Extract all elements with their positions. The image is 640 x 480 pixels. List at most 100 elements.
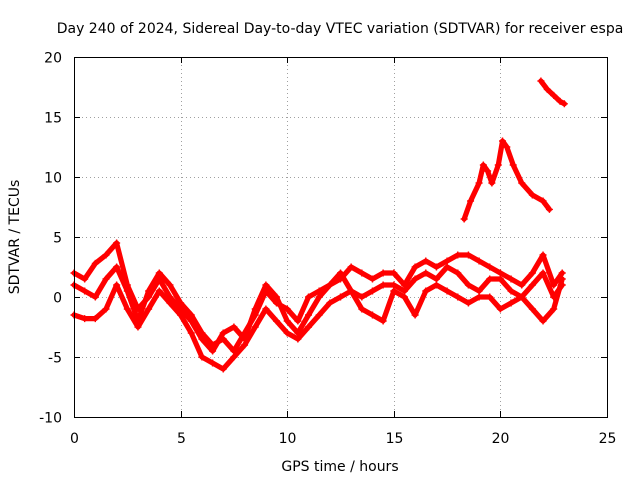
- data-point-marker: [454, 269, 462, 277]
- data-point-marker: [528, 191, 536, 199]
- data-point-marker: [454, 293, 462, 301]
- data-point-marker: [91, 315, 99, 323]
- data-point-marker: [241, 329, 249, 337]
- data-point-marker: [486, 263, 494, 271]
- data-point-marker: [251, 323, 259, 331]
- data-point-marker: [486, 293, 494, 301]
- data-point-marker: [507, 275, 515, 283]
- x-axis-label: GPS time / hours: [281, 459, 398, 475]
- data-point-marker: [230, 347, 238, 355]
- data-point-marker: [166, 299, 174, 307]
- data-point-marker: [241, 341, 249, 349]
- data-point-marker: [305, 311, 313, 319]
- y-axis-label: SDTVAR / TECUs: [7, 180, 23, 295]
- y-tick-label: 5: [53, 231, 62, 247]
- data-point-marker: [262, 305, 270, 313]
- data-point-marker: [209, 347, 217, 355]
- x-tick-label: 5: [177, 431, 186, 447]
- data-point-marker: [368, 287, 376, 295]
- data-point-marker: [262, 281, 270, 289]
- data-point-marker: [187, 311, 195, 319]
- data-point-marker: [177, 311, 185, 319]
- data-point-marker: [422, 257, 430, 265]
- data-point-marker: [177, 299, 185, 307]
- data-point-marker: [494, 161, 502, 169]
- data-point-marker: [496, 275, 504, 283]
- data-point-marker: [464, 299, 472, 307]
- data-point-marker: [379, 317, 387, 325]
- data-point-marker: [358, 305, 366, 313]
- data-point-marker: [123, 287, 131, 295]
- x-tick-label: 10: [279, 431, 297, 447]
- data-point-marker: [337, 293, 344, 301]
- data-point-marker: [518, 179, 526, 187]
- data-point-marker: [155, 287, 163, 295]
- data-point-marker: [273, 317, 281, 325]
- data-point-marker: [305, 293, 313, 301]
- data-point-marker: [518, 281, 526, 289]
- data-point-marker: [432, 275, 440, 283]
- data-point-marker: [464, 251, 472, 259]
- data-point-marker: [230, 353, 238, 361]
- data-point-marker: [550, 91, 558, 99]
- data-point-marker: [187, 329, 195, 337]
- series-arc-3: [70, 263, 566, 355]
- data-point-marker: [81, 287, 89, 295]
- data-point-marker: [315, 293, 323, 301]
- data-point-marker: [539, 269, 547, 277]
- data-point-marker: [528, 281, 536, 289]
- data-point-marker: [102, 275, 110, 283]
- data-point-marker: [294, 335, 302, 343]
- data-point-marker: [219, 335, 227, 343]
- data-point-marker: [550, 281, 558, 289]
- y-tick-label: -5: [48, 351, 62, 367]
- data-point-marker: [496, 269, 504, 277]
- data-point-marker: [475, 287, 483, 295]
- data-point-marker: [368, 275, 376, 283]
- data-point-marker: [528, 269, 536, 277]
- data-point-marker: [113, 263, 121, 271]
- data-point-marker: [368, 311, 376, 319]
- data-point-marker: [558, 269, 566, 277]
- data-point-marker: [315, 287, 323, 295]
- data-point-marker: [550, 305, 558, 313]
- data-point-marker: [273, 299, 281, 307]
- data-point-marker: [283, 317, 291, 325]
- data-point-marker: [411, 275, 419, 283]
- data-point-marker: [422, 269, 430, 277]
- data-point-marker: [230, 323, 238, 331]
- data-point-marker: [347, 263, 355, 271]
- data-point-marker: [464, 281, 472, 289]
- data-point-marker: [400, 293, 408, 301]
- data-point-marker: [460, 215, 468, 223]
- x-tick-label: 20: [492, 431, 510, 447]
- data-point-marker: [537, 77, 545, 85]
- data-point-marker: [134, 323, 142, 331]
- data-point-marker: [251, 311, 259, 319]
- data-point-marker: [443, 257, 451, 265]
- data-point-marker: [558, 281, 566, 289]
- data-point-marker: [219, 329, 227, 337]
- data-point-marker: [390, 287, 398, 295]
- data-point-marker: [134, 317, 142, 325]
- series-arc-4: [460, 137, 553, 223]
- data-point-marker: [166, 281, 174, 289]
- data-point-marker: [475, 179, 483, 187]
- data-point-marker: [145, 305, 153, 313]
- data-point-marker: [326, 281, 334, 289]
- data-point-marker: [558, 275, 566, 283]
- data-point-marker: [283, 329, 291, 337]
- data-point-marker: [123, 305, 131, 313]
- data-point-marker: [443, 263, 451, 271]
- data-point-marker: [305, 323, 313, 331]
- series-trace: [461, 138, 553, 222]
- data-point-marker: [379, 281, 387, 289]
- data-point-marker: [400, 287, 408, 295]
- data-point-marker: [509, 161, 517, 169]
- data-point-marker: [113, 281, 121, 289]
- data-point-marker: [539, 317, 547, 325]
- series-arc-5: [537, 77, 568, 108]
- data-point-marker: [326, 299, 334, 307]
- data-point-marker: [198, 353, 206, 361]
- data-point-marker: [518, 293, 526, 301]
